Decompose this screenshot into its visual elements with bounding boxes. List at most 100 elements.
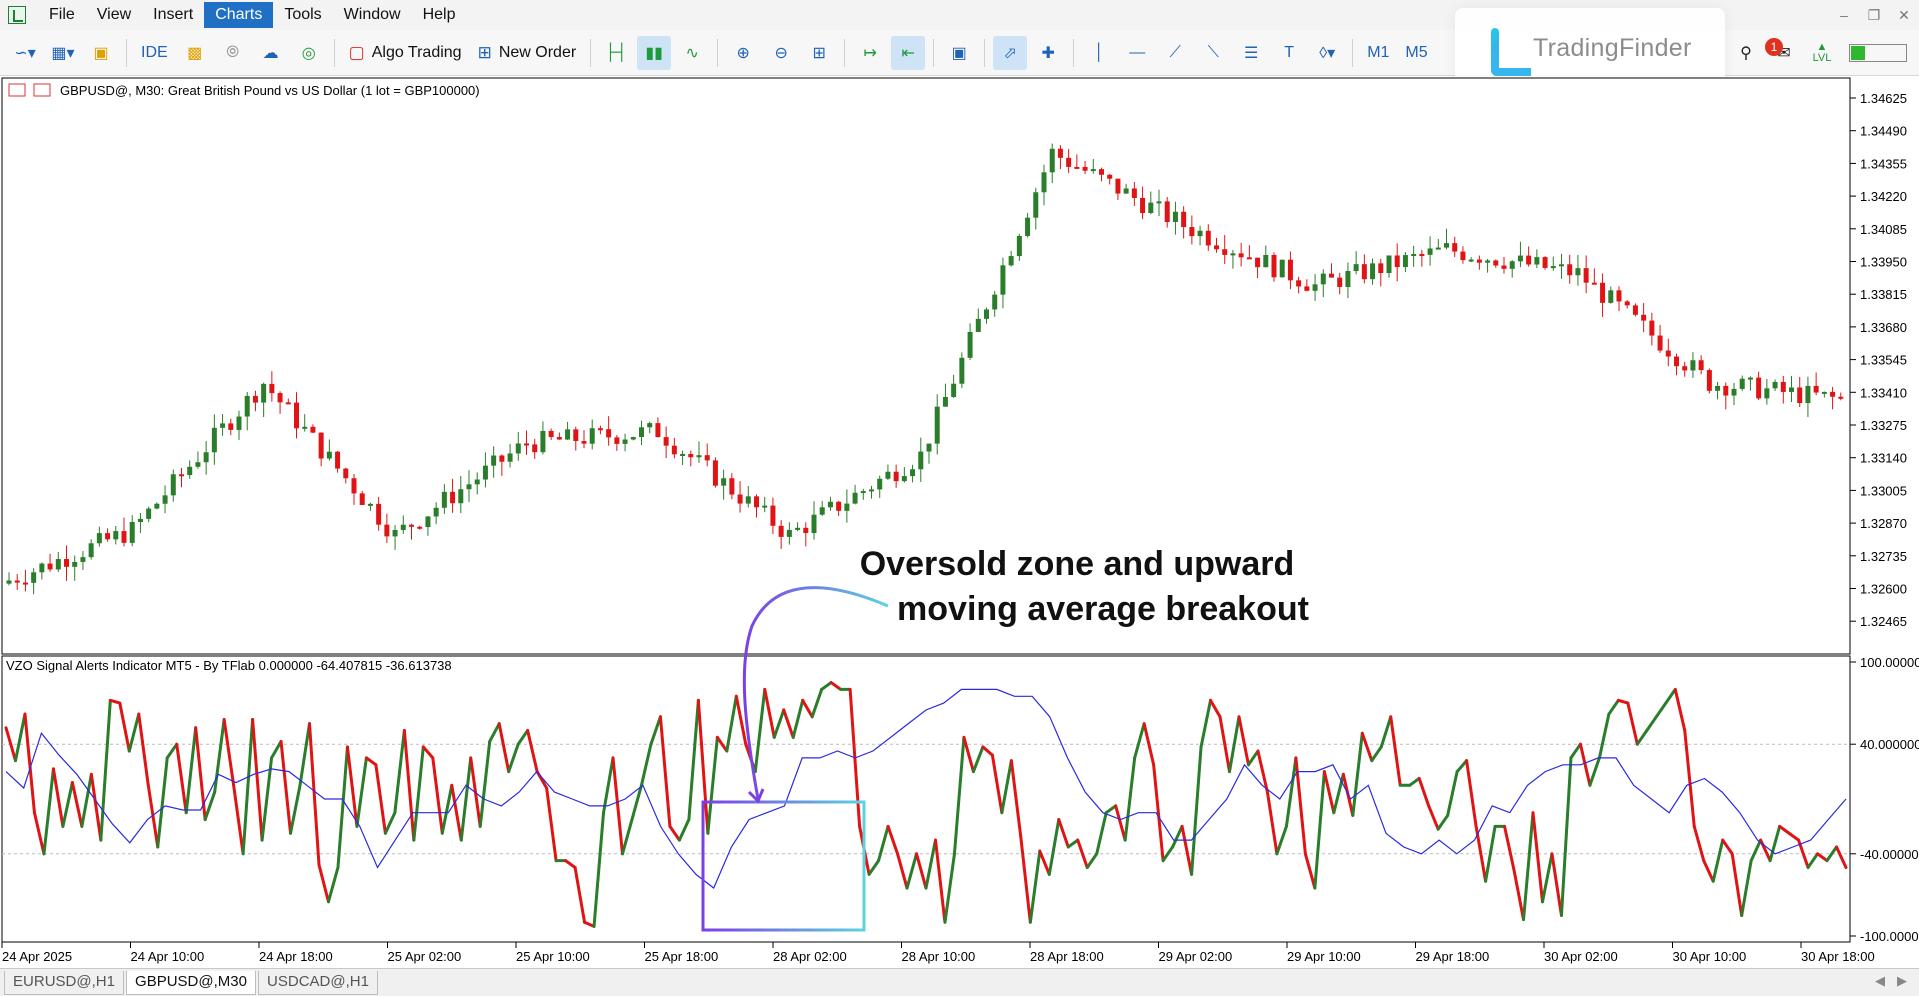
menu-charts[interactable]: Charts (204, 2, 274, 28)
candle-body (1255, 257, 1261, 268)
tab-scroll-right-icon[interactable]: ▶ (1897, 973, 1907, 988)
close-icon[interactable]: ✕ (1898, 6, 1910, 23)
candle-body (491, 455, 497, 466)
zoom-out-icon[interactable]: ⊖ (774, 44, 788, 62)
signals-icon[interactable]: ⦾ (226, 43, 240, 61)
candle-body (162, 495, 168, 504)
menu-help[interactable]: Help (422, 6, 456, 23)
chart-template-icon[interactable]: ▦▾ (51, 44, 75, 62)
candle-body (1131, 188, 1137, 198)
search-icon[interactable]: ⚲ (1740, 45, 1752, 62)
tab-gbpusd[interactable]: GBPUSD@,M30 (126, 971, 256, 995)
order-icon: ⊞ (477, 42, 492, 62)
line-icon[interactable]: ∿ (685, 44, 699, 62)
vzo-segment (213, 718, 226, 794)
chart-title: GBPUSD@, M30: Great British Pound vs US … (60, 83, 480, 98)
candle-body (1337, 277, 1343, 287)
candle-body (220, 423, 226, 428)
tab-usdcad[interactable]: USDCAD@,H1 (258, 971, 378, 995)
autoscroll-icon[interactable]: ↦ (863, 44, 877, 62)
candle-body (1386, 255, 1392, 274)
menu-view[interactable]: View (96, 6, 132, 23)
candle-body (302, 426, 308, 429)
tab-eurusd[interactable]: EURUSD@,H1 (4, 971, 124, 995)
tile-icon[interactable]: ⊞ (812, 44, 826, 62)
candle-body (1452, 243, 1458, 252)
bar-chart-icon[interactable]: ├┤ (604, 43, 628, 61)
candle-body (211, 427, 217, 453)
candle-body (893, 471, 899, 482)
vzo-segment (933, 838, 947, 924)
screenshot-icon[interactable]: ▣ (951, 44, 967, 62)
channel-icon[interactable]: ⟍ (1207, 43, 1219, 61)
zoom-in-icon[interactable]: ⊕ (736, 44, 750, 62)
crosshair-icon[interactable]: ✚ (1041, 44, 1055, 62)
trendline-icon[interactable]: ⟋ (1169, 43, 1181, 61)
lvl-button[interactable]: ▲ LVL (1812, 41, 1832, 64)
fibonacci-icon[interactable]: ☰ (1244, 44, 1259, 62)
menu-file[interactable]: File (49, 6, 75, 23)
candle-body (1649, 320, 1655, 336)
horizontal-line-icon[interactable]: — (1129, 43, 1146, 61)
time-label: 29 Apr 18:00 (1416, 949, 1490, 964)
tab-scroll-left-icon[interactable]: ◀ (1875, 973, 1885, 988)
cloud-icon[interactable]: ☁ (262, 44, 279, 62)
oversold-highlight-box (701, 800, 866, 932)
vzo-segment (763, 687, 776, 739)
vzo-segment (829, 681, 843, 691)
candle-body (310, 426, 316, 433)
menu-insert[interactable]: Insert (153, 6, 194, 23)
cursor-icon[interactable]: ⬀ (993, 35, 1028, 70)
indicator-panel[interactable] (1, 655, 1851, 943)
candle-body (96, 533, 102, 544)
shapes-icon[interactable]: ◊▾ (1319, 44, 1336, 62)
new-order-button[interactable]: ⊞ New Order (477, 42, 577, 62)
timeframe-m1[interactable]: M1 (1367, 43, 1390, 61)
vzo-segment (1474, 824, 1488, 883)
candle-body (1057, 148, 1063, 158)
vzo-segment (990, 753, 1004, 815)
candle-body (959, 357, 965, 384)
candle-body (1370, 263, 1376, 280)
time-axis: 24 Apr 2025 24 Apr 10:00 24 Apr 18:00 25 Ap… (1, 942, 1875, 964)
vps-icon[interactable]: ◎ (301, 44, 316, 62)
candle-body (384, 524, 390, 537)
ide-button[interactable]: IDE (141, 43, 168, 61)
candle-body (261, 383, 267, 403)
indicator-title: VZO Signal Alerts Indicator MT5 - By TFl… (6, 658, 452, 673)
market-bag-icon[interactable]: ▩ (187, 44, 203, 62)
timeframe-m5[interactable]: M5 (1405, 43, 1428, 61)
candle-body (195, 462, 201, 467)
dollar-icon[interactable]: ▣ (93, 44, 109, 62)
minimize-icon[interactable]: – (1840, 7, 1848, 23)
text-icon[interactable]: T (1284, 43, 1295, 61)
vzo-segment (1047, 818, 1061, 876)
menu-window[interactable]: Window (343, 6, 401, 23)
algo-trading-button[interactable]: ▢ Algo Trading (348, 42, 462, 62)
vzo-segment (42, 767, 55, 856)
vzo-segment (507, 742, 520, 774)
line-chart-icon[interactable]: ∽▾ (14, 44, 36, 62)
candle-body (113, 531, 119, 540)
chart-shift-icon[interactable]: ⇤ (891, 35, 926, 70)
price-panel[interactable] (1, 77, 1851, 655)
candle-body (1600, 282, 1606, 303)
candle-body (1698, 360, 1704, 371)
candle-body (1181, 211, 1187, 228)
restore-icon[interactable]: ❐ (1867, 6, 1881, 23)
vzo-segment (1635, 729, 1649, 746)
time-label: 28 Apr 18:00 (1030, 949, 1104, 964)
chart-area[interactable]: GBPUSD@, M30: Great British Pound vs US … (0, 76, 1919, 968)
vertical-line-icon[interactable]: │ (1094, 43, 1105, 61)
candle-body (630, 437, 636, 440)
time-label: 25 Apr 10:00 (516, 949, 590, 964)
candle-body (1172, 211, 1178, 222)
candle-body (1772, 381, 1778, 389)
candlestick-icon[interactable]: ▮▮ (637, 35, 672, 70)
vzo-segment (1816, 852, 1829, 863)
candle-body (532, 444, 538, 453)
vzo-segment (1436, 813, 1450, 831)
menu-tools[interactable]: Tools (284, 6, 322, 23)
vzo-segment (791, 698, 805, 739)
candle-body (712, 460, 718, 486)
